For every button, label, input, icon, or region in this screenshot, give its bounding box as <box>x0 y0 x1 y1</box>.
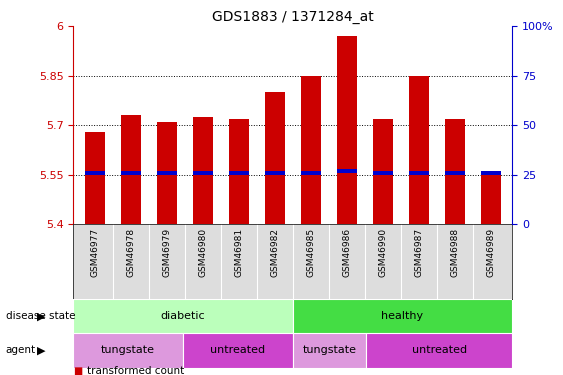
Text: disease state: disease state <box>6 311 75 321</box>
Text: GSM46989: GSM46989 <box>486 228 495 277</box>
Bar <box>73 299 293 333</box>
Bar <box>366 333 512 368</box>
Text: GSM46981: GSM46981 <box>234 228 243 277</box>
Bar <box>373 171 392 175</box>
Text: ▶: ▶ <box>37 345 45 355</box>
Bar <box>481 175 501 224</box>
Bar <box>265 171 285 175</box>
Text: agent: agent <box>6 345 36 355</box>
Text: diabetic: diabetic <box>160 311 205 321</box>
Bar <box>229 171 249 175</box>
Bar <box>85 171 105 176</box>
Text: healthy: healthy <box>382 311 423 321</box>
Text: ▶: ▶ <box>37 311 45 321</box>
Bar <box>73 333 183 368</box>
Bar <box>121 116 141 224</box>
Text: GSM46987: GSM46987 <box>414 228 423 277</box>
Bar <box>265 92 285 224</box>
Title: GDS1883 / 1371284_at: GDS1883 / 1371284_at <box>212 10 374 24</box>
Bar <box>337 36 356 224</box>
Bar <box>409 171 428 175</box>
Text: GSM46986: GSM46986 <box>342 228 351 277</box>
Text: untreated: untreated <box>211 345 265 355</box>
Bar <box>373 118 392 224</box>
Bar <box>183 333 293 368</box>
Text: GSM46977: GSM46977 <box>90 228 99 277</box>
Text: GSM46978: GSM46978 <box>126 228 135 277</box>
Text: GSM46979: GSM46979 <box>162 228 171 277</box>
Bar <box>85 132 105 224</box>
Bar <box>193 171 213 175</box>
Bar <box>193 117 213 224</box>
Bar <box>293 333 366 368</box>
Bar <box>157 171 177 175</box>
Text: GSM46982: GSM46982 <box>270 228 279 277</box>
Text: GSM46988: GSM46988 <box>450 228 459 277</box>
Text: transformed count: transformed count <box>87 366 185 375</box>
Text: GSM46985: GSM46985 <box>306 228 315 277</box>
Bar <box>293 299 512 333</box>
Text: GSM46990: GSM46990 <box>378 228 387 277</box>
Bar <box>445 118 464 224</box>
Text: tungstate: tungstate <box>302 345 356 355</box>
Text: GSM46980: GSM46980 <box>198 228 207 277</box>
Text: ■: ■ <box>73 366 82 375</box>
Bar <box>409 76 428 224</box>
Text: untreated: untreated <box>412 345 467 355</box>
Bar <box>157 122 177 224</box>
Bar <box>337 169 356 173</box>
Bar <box>445 171 464 175</box>
Bar <box>229 118 249 224</box>
Bar <box>301 171 321 175</box>
Bar <box>301 76 321 224</box>
Bar <box>121 171 141 176</box>
Text: tungstate: tungstate <box>101 345 155 355</box>
Bar <box>481 171 501 176</box>
